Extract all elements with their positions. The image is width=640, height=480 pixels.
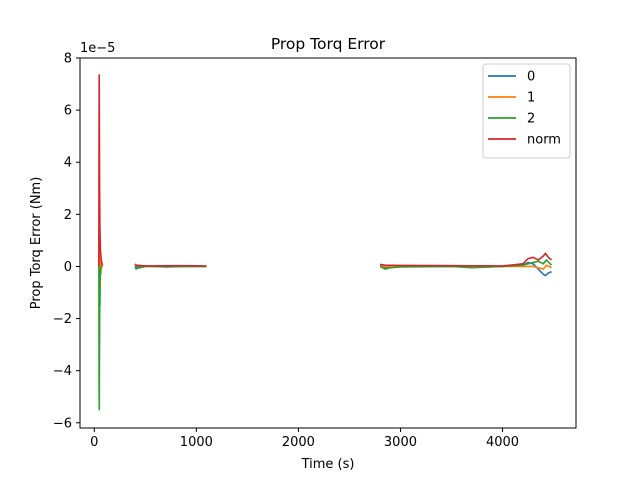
y-axis: −6 −4 −2 0 2 4 6 8: [53, 52, 80, 431]
series-line-2-seg-0: [98, 265, 103, 411]
y-tick-label: 0: [64, 260, 72, 275]
x-tick-label: 4000: [486, 435, 519, 450]
x-tick-label: 1000: [180, 435, 213, 450]
x-tick-label: 0: [90, 435, 98, 450]
y-tick-label: −6: [53, 416, 72, 431]
x-axis-title: Time (s): [301, 457, 355, 472]
y-tick-label: −4: [53, 364, 72, 379]
y-scale-label: 1e−5: [80, 41, 115, 56]
series-group: [98, 74, 553, 411]
y-tick-label: 8: [64, 52, 72, 67]
x-tick-label: 3000: [384, 435, 417, 450]
y-tick-label: 6: [64, 104, 72, 119]
x-axis: 0 1000 2000 3000 4000: [90, 428, 519, 450]
series-line-norm-seg-1: [134, 263, 207, 267]
y-tick-label: 2: [64, 208, 72, 223]
y-axis-title: Prop Torq Error (Nm): [29, 177, 44, 310]
series-line-norm-seg-0: [98, 74, 104, 267]
legend: 0 1 2 norm: [482, 63, 571, 159]
series-line-norm-seg-2: [379, 252, 553, 267]
legend-box: [482, 63, 571, 159]
legend-label-1: 1: [527, 91, 535, 106]
legend-label-0: 0: [527, 70, 535, 85]
chart-title: Prop Torq Error: [271, 35, 386, 53]
plot-frame: [79, 57, 577, 429]
legend-label-norm: norm: [527, 133, 561, 148]
x-tick-label: 2000: [282, 435, 315, 450]
y-tick-label: −2: [53, 312, 72, 327]
legend-label-2: 2: [527, 112, 535, 127]
y-tick-label: 4: [64, 156, 72, 171]
